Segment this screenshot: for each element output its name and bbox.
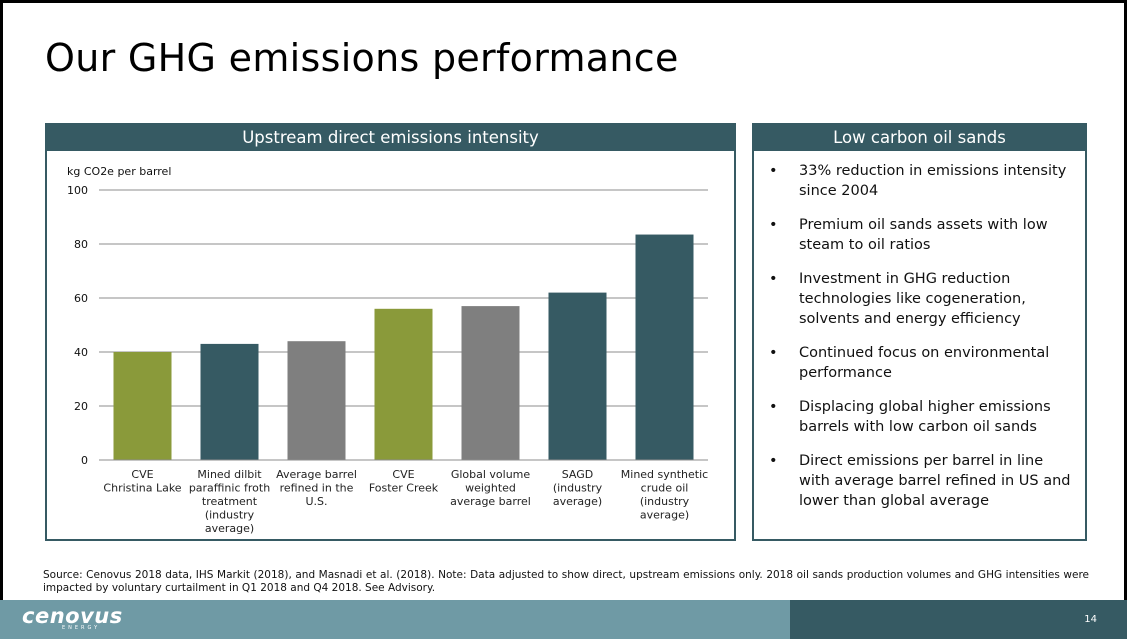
x-tick-label: Global volume weighted average barrel	[450, 468, 531, 508]
x-tick-label: Average barrel refined in the U.S.	[276, 468, 357, 508]
bar	[200, 343, 259, 460]
bar	[374, 308, 433, 460]
bullet-text: Continued focus on environmental perform…	[799, 345, 1050, 381]
bullet-dot: •	[769, 453, 778, 469]
x-tick-label: SAGD (industry average)	[553, 468, 603, 508]
source-footnote: Source: Cenovus 2018 data, IHS Markit (2…	[43, 569, 1089, 594]
footer-bar-left	[0, 600, 790, 639]
bullet-list: • 33% reduction in emissions intensity si…	[754, 151, 1085, 511]
bullet-text: Direct emissions per barrel in line with…	[799, 453, 1071, 509]
bullet-item: • Displacing global higher emissions barr…	[766, 397, 1071, 437]
emissions-bar-chart: kg CO2e per barrel 0 20 40 60 80 100 CVE Christi…	[67, 165, 708, 535]
bullet-panel: Low carbon oil sands • 33% reduction in e…	[752, 123, 1087, 541]
bullet-dot: •	[769, 345, 778, 361]
logo-wordmark: cenovus	[22, 604, 123, 628]
y-tick-label: 100	[67, 184, 88, 197]
bullet-panel-header: Low carbon oil sands	[754, 125, 1085, 151]
footer-bar-right	[790, 600, 1127, 639]
bar	[548, 292, 607, 460]
cenovus-logo: cenovus ENERGY	[22, 604, 123, 631]
bar	[635, 234, 694, 460]
bullet-item: • 33% reduction in emissions intensity si…	[766, 161, 1071, 201]
x-tick-label: Mined dilbit paraffinic froth treatment (in…	[189, 468, 270, 535]
logo-subtext: ENERGY	[62, 625, 101, 631]
x-tick-label: CVE Foster Creek	[369, 468, 439, 495]
bullet-dot: •	[769, 399, 778, 415]
bullet-dot: •	[769, 271, 778, 287]
y-tick-label: 20	[74, 400, 88, 413]
bullet-text: Premium oil sands assets with low steam …	[799, 217, 1048, 253]
bullet-text: Investment in GHG reduction technologies…	[799, 271, 1026, 327]
y-axis-label: kg CO2e per barrel	[67, 165, 171, 178]
y-tick-label: 40	[74, 346, 88, 359]
page-number: 14	[1084, 614, 1097, 625]
y-tick-label: 80	[74, 238, 88, 251]
bullet-dot: •	[769, 217, 778, 233]
bullet-item: • Premium oil sands assets with low steam…	[766, 215, 1071, 255]
bullet-item: • Investment in GHG reduction technologie…	[766, 269, 1071, 329]
y-tick-label: 60	[74, 292, 88, 305]
bar	[461, 306, 520, 460]
bullet-text: Displacing global higher emissions barre…	[799, 399, 1051, 435]
chart-panel: Upstream direct emissions intensity kg C…	[45, 123, 736, 541]
chart-panel-header: Upstream direct emissions intensity	[47, 125, 734, 151]
bullet-item: • Continued focus on environmental perfor…	[766, 343, 1071, 383]
bullet-item: • Direct emissions per barrel in line wit…	[766, 451, 1071, 511]
bar	[113, 352, 172, 460]
x-tick-label: CVE Christina Lake	[103, 468, 181, 495]
y-tick-label: 0	[81, 454, 88, 467]
slide-title: Our GHG emissions performance	[45, 36, 679, 80]
bullet-dot: •	[769, 163, 778, 179]
bar	[287, 341, 346, 460]
x-tick-label: Mined synthetic crude oil (industry average…	[621, 468, 708, 522]
bullet-text: 33% reduction in emissions intensity sin…	[799, 163, 1067, 199]
